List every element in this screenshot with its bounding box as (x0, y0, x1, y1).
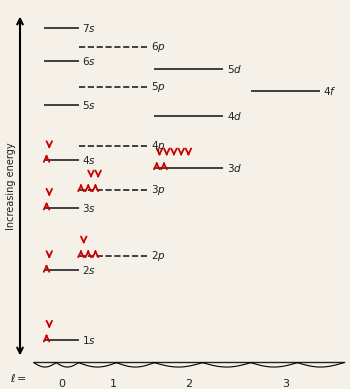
Text: 1: 1 (110, 379, 117, 389)
Text: $3s$: $3s$ (82, 202, 96, 214)
Text: $5d$: $5d$ (227, 63, 242, 75)
Text: $4d$: $4d$ (227, 110, 242, 123)
Text: $4p$: $4p$ (151, 139, 166, 153)
Text: $3p$: $3p$ (151, 183, 166, 197)
Text: $\ell=$: $\ell=$ (10, 372, 27, 384)
Text: $1s$: $1s$ (82, 334, 96, 346)
Text: $7s$: $7s$ (82, 23, 96, 35)
Text: $2p$: $2p$ (151, 249, 166, 263)
Text: 0: 0 (58, 379, 65, 389)
Text: $5s$: $5s$ (82, 99, 96, 111)
Text: $5p$: $5p$ (151, 80, 166, 94)
Text: 2: 2 (185, 379, 192, 389)
Text: $3d$: $3d$ (227, 162, 242, 173)
Text: $6s$: $6s$ (82, 55, 96, 67)
Text: $2s$: $2s$ (82, 264, 96, 276)
Text: $4f$: $4f$ (323, 85, 337, 97)
Text: Increasing energy: Increasing energy (6, 142, 16, 230)
Text: $6p$: $6p$ (151, 40, 166, 54)
Text: 3: 3 (282, 379, 289, 389)
Text: $4s$: $4s$ (82, 154, 96, 166)
